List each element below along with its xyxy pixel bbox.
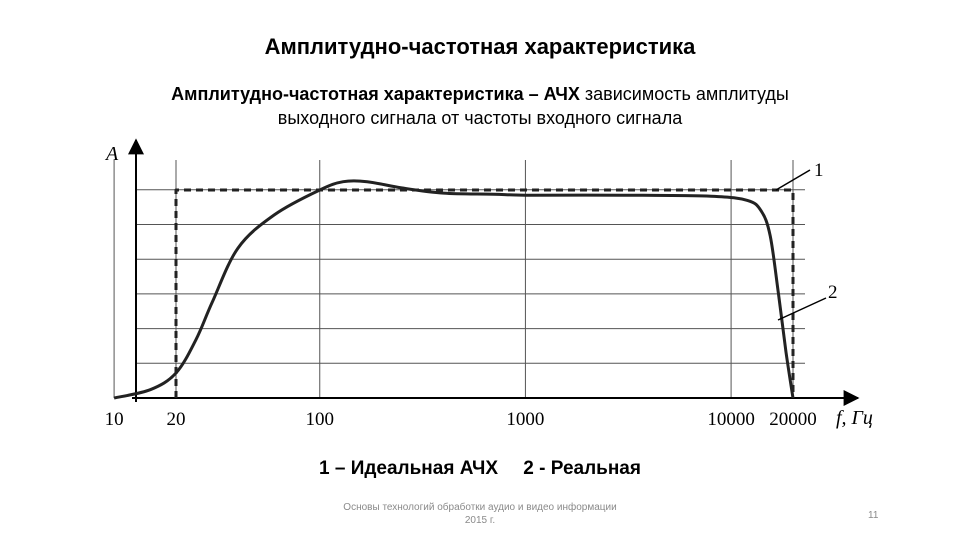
x-axis-label: f, Гц — [836, 407, 873, 429]
subtitle-term: Амплитудно-частотная характеристика – АЧ… — [171, 84, 580, 104]
series-1-line — [174, 188, 795, 398]
series-2-line — [113, 179, 795, 400]
series-2-label: 2 — [828, 282, 838, 303]
footer-year: 2015 г. — [464, 515, 496, 526]
legend-item-real: 2 - Реальная — [523, 458, 641, 479]
series-1-label: 1 — [814, 160, 824, 181]
subtitle-definition-end: выходного сигнала от частоты входного си… — [277, 108, 683, 128]
footer: Основы технологий обработки аудио и виде… — [300, 501, 660, 527]
x-tick-label: 20 — [167, 409, 186, 430]
series-1-leader — [775, 169, 811, 191]
series-group — [113, 179, 795, 400]
x-tick-label: 20000 — [769, 409, 817, 430]
subtitle-definition-start: зависимость амплитуды — [579, 84, 789, 104]
page-number: 11 — [868, 510, 879, 521]
slide-subtitle: Амплитудно-частотная характеристика – АЧ… — [80, 82, 880, 130]
x-tick-label: 10000 — [707, 409, 755, 430]
y-axis-label: A — [104, 143, 119, 165]
series-2-leader — [777, 297, 827, 321]
x-tick-label: 100 — [306, 409, 335, 430]
frequency-response-chart: 10 20 100 1000 10000 20000 A f, Гц 1 2 — [104, 138, 873, 430]
legend-item-ideal: 1 – Идеальная АЧХ — [319, 458, 499, 479]
x-tick-label: 10 — [105, 409, 124, 430]
x-tick-label: 1000 — [506, 409, 544, 430]
x-tick-labels: 10 20 100 1000 10000 20000 — [105, 409, 817, 430]
slide-title: Амплитудно-частотная характеристика — [264, 34, 696, 59]
legend: 1 – Идеальная АЧХ 2 - Реальная — [0, 458, 960, 480]
footer-course: Основы технологий обработки аудио и виде… — [343, 502, 617, 513]
